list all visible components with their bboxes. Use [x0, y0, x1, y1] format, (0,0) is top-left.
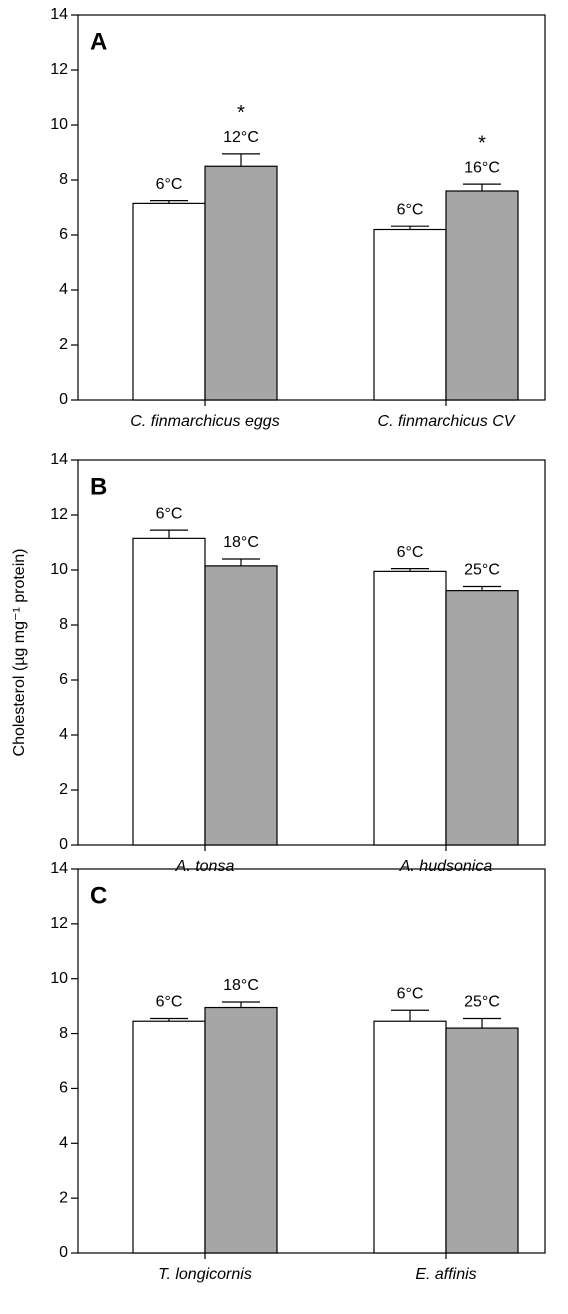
bar [445, 190, 519, 401]
significance-mark: * [237, 102, 245, 124]
y-tick-label: 0 [59, 836, 68, 853]
x-tick-label: C. finmarchicus eggs [130, 413, 279, 430]
panel-label: B [90, 473, 107, 500]
bar [445, 1027, 519, 1254]
y-tick-label: 2 [59, 781, 68, 798]
bar [204, 565, 278, 846]
y-tick-label: 14 [50, 860, 68, 877]
bar [132, 1020, 206, 1254]
bar-label: 18°C [223, 534, 259, 551]
y-tick-label: 6 [59, 1080, 68, 1097]
y-tick-label: 8 [59, 616, 68, 633]
y-tick-label: 0 [59, 1244, 68, 1261]
bar [373, 570, 447, 846]
y-tick-label: 10 [50, 116, 68, 133]
y-axis-label: Cholesterol (µg mg⁻¹ protein) [11, 549, 28, 757]
bar [204, 165, 278, 401]
bar-label: 12°C [223, 129, 259, 146]
panel-label: C [90, 882, 107, 909]
y-tick-label: 12 [50, 915, 68, 932]
plot-frame [77, 459, 546, 846]
plot-frame [77, 868, 546, 1254]
x-tick-label: A. hudsonica [399, 858, 493, 875]
bar [373, 1020, 447, 1254]
bar [132, 537, 206, 846]
y-tick-label: 0 [59, 391, 68, 408]
bar-label: 6°C [397, 985, 424, 1002]
y-tick-label: 14 [50, 451, 68, 468]
y-tick-label: 8 [59, 1025, 68, 1042]
bar-label: 6°C [397, 544, 424, 561]
y-tick-label: 14 [50, 6, 68, 23]
y-tick-label: 12 [50, 61, 68, 78]
y-tick-label: 10 [50, 561, 68, 578]
bar-label: 6°C [397, 201, 424, 218]
x-tick-label: A. tonsa [175, 858, 235, 875]
bar-label: 25°C [464, 562, 500, 579]
bar-label: 16°C [464, 159, 500, 176]
y-tick-label: 6 [59, 226, 68, 243]
bar [132, 202, 206, 401]
x-tick-label: T. longicornis [158, 1266, 252, 1283]
plot-frame [77, 14, 546, 401]
panel-label: A [90, 28, 107, 55]
y-tick-label: 2 [59, 1189, 68, 1206]
y-tick-label: 8 [59, 171, 68, 188]
bar [445, 590, 519, 846]
y-tick-label: 10 [50, 970, 68, 987]
y-tick-label: 4 [59, 1135, 68, 1152]
bar-label: 6°C [156, 505, 183, 522]
x-tick-label: E. affinis [415, 1266, 476, 1283]
bar-label: 6°C [156, 994, 183, 1011]
y-tick-label: 6 [59, 671, 68, 688]
bar-label: 25°C [464, 994, 500, 1011]
x-tick-label: C. finmarchicus CV [378, 413, 516, 430]
bar-label: 6°C [156, 176, 183, 193]
y-tick-label: 12 [50, 506, 68, 523]
y-tick-label: 4 [59, 726, 68, 743]
bar [204, 1006, 278, 1254]
significance-mark: * [478, 132, 486, 154]
y-tick-label: 4 [59, 281, 68, 298]
bar-label: 18°C [223, 977, 259, 994]
bar [373, 228, 447, 401]
y-tick-label: 2 [59, 336, 68, 353]
